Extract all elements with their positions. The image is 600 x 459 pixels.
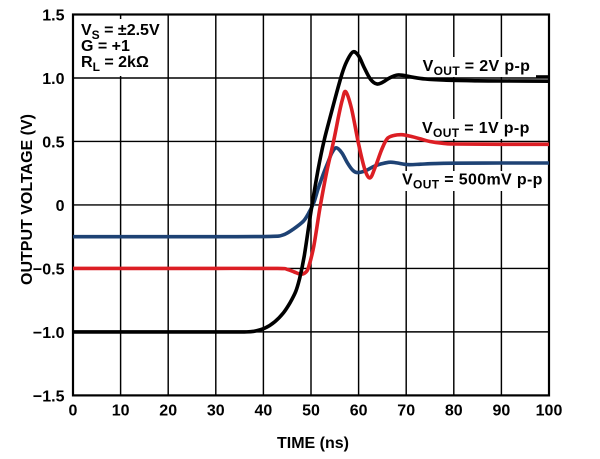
svg-text:TIME (ns): TIME (ns) [277,435,349,452]
svg-text:0: 0 [56,198,65,215]
svg-text:100: 100 [536,403,563,420]
svg-text:60: 60 [350,403,368,420]
svg-text:VOUT = 1V p-p: VOUT = 1V p-p [422,120,530,140]
svg-text:80: 80 [445,403,463,420]
svg-text:−1.5: −1.5 [33,388,65,405]
svg-text:OUTPUT VOLTAGE (V): OUTPUT VOLTAGE (V) [19,114,36,285]
svg-text:70: 70 [397,403,415,420]
svg-text:40: 40 [255,403,273,420]
svg-text:10: 10 [112,403,130,420]
svg-text:VOUT = 500mV p-p: VOUT = 500mV p-p [402,172,543,192]
svg-text:RL = 2kΩ: RL = 2kΩ [81,54,149,74]
svg-text:G = +1: G = +1 [81,38,130,55]
svg-text:1.5: 1.5 [42,8,64,25]
svg-text:90: 90 [493,403,511,420]
svg-text:50: 50 [302,403,320,420]
svg-text:20: 20 [159,403,177,420]
svg-text:−1.0: −1.0 [33,325,65,342]
svg-text:30: 30 [207,403,225,420]
svg-text:0: 0 [69,403,78,420]
svg-text:0.5: 0.5 [42,134,64,151]
svg-text:VOUT = 2V p-p: VOUT = 2V p-p [423,58,531,78]
svg-text:1.0: 1.0 [42,71,64,88]
svg-text:VS = ±2.5V: VS = ±2.5V [81,22,160,42]
svg-text:−0.5: −0.5 [33,261,65,278]
